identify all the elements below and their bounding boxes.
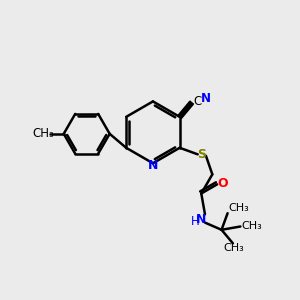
Text: CH₃: CH₃ [229, 203, 250, 213]
Text: S: S [198, 148, 207, 161]
Text: N: N [201, 92, 211, 105]
Text: H: H [190, 215, 199, 228]
Text: CH₃: CH₃ [224, 243, 244, 253]
Text: CH₃: CH₃ [242, 221, 262, 232]
Text: N: N [148, 159, 158, 172]
Text: N: N [196, 213, 207, 226]
Text: C: C [194, 95, 202, 108]
Text: CH₃: CH₃ [32, 127, 54, 140]
Text: O: O [217, 177, 228, 190]
